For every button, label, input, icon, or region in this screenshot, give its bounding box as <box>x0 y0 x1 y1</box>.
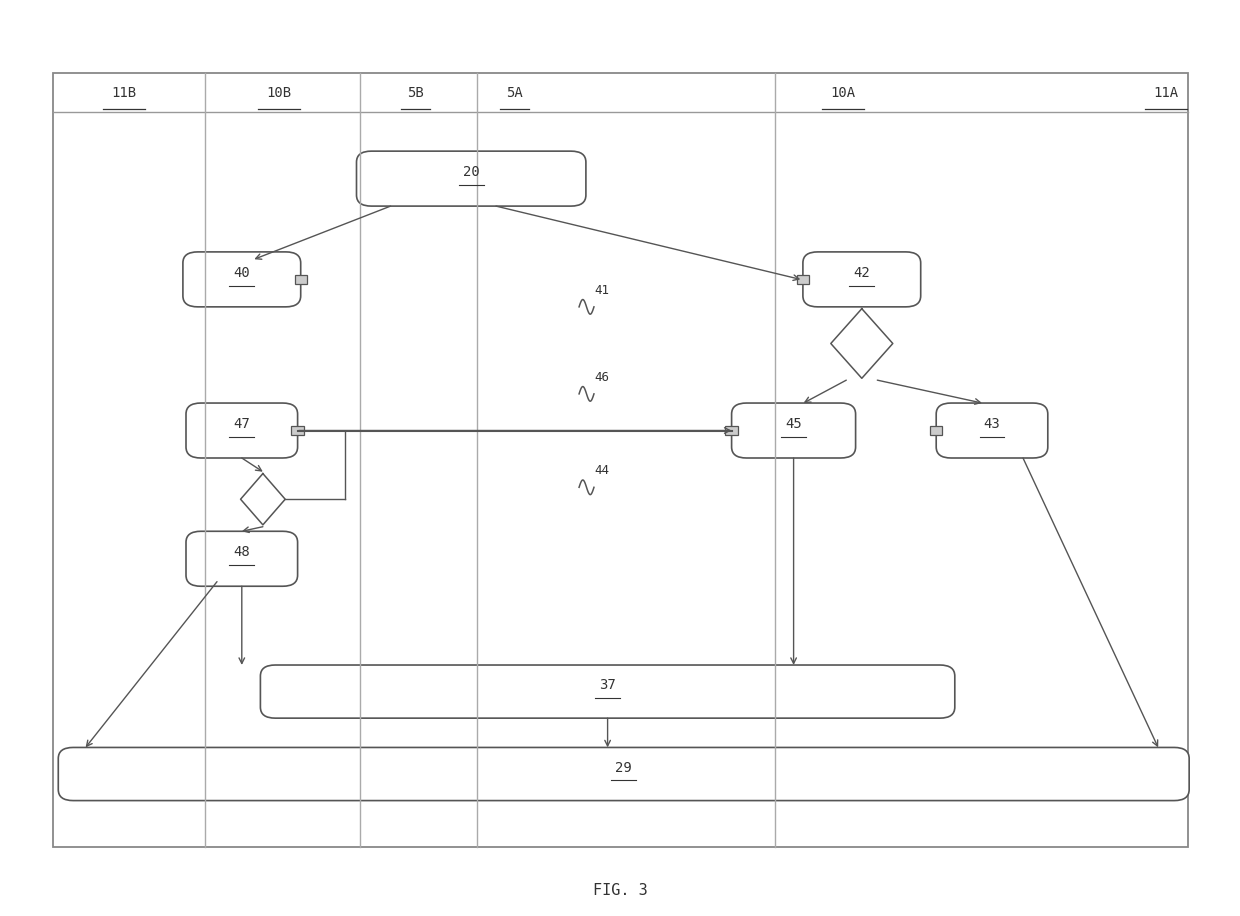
FancyBboxPatch shape <box>357 151 585 206</box>
Bar <box>796 275 808 284</box>
Bar <box>725 426 738 435</box>
Text: 43: 43 <box>983 417 1001 431</box>
Bar <box>295 275 308 284</box>
Text: 37: 37 <box>599 678 616 692</box>
Text: 29: 29 <box>615 760 632 775</box>
Text: 45: 45 <box>785 417 802 431</box>
Text: FIG. 3: FIG. 3 <box>593 883 647 898</box>
FancyBboxPatch shape <box>186 531 298 586</box>
FancyBboxPatch shape <box>804 252 920 307</box>
FancyBboxPatch shape <box>936 403 1048 458</box>
Text: 10A: 10A <box>831 85 856 100</box>
FancyBboxPatch shape <box>184 252 301 307</box>
FancyBboxPatch shape <box>186 403 298 458</box>
Text: 40: 40 <box>233 266 250 280</box>
Text: 42: 42 <box>853 266 870 280</box>
FancyBboxPatch shape <box>260 665 955 718</box>
Text: 48: 48 <box>233 545 250 560</box>
FancyBboxPatch shape <box>732 403 856 458</box>
Text: 5B: 5B <box>407 85 424 100</box>
Text: 47: 47 <box>233 417 250 431</box>
Text: 20: 20 <box>463 165 480 180</box>
Text: 11A: 11A <box>1153 85 1178 100</box>
Text: 46: 46 <box>594 371 609 384</box>
FancyBboxPatch shape <box>58 747 1189 801</box>
Text: 11B: 11B <box>112 85 136 100</box>
Bar <box>53 73 1188 847</box>
Bar <box>930 426 942 435</box>
Text: 5A: 5A <box>506 85 523 100</box>
Bar <box>291 426 304 435</box>
Text: 10B: 10B <box>267 85 291 100</box>
Text: 41: 41 <box>594 284 609 297</box>
Text: 44: 44 <box>594 464 609 477</box>
